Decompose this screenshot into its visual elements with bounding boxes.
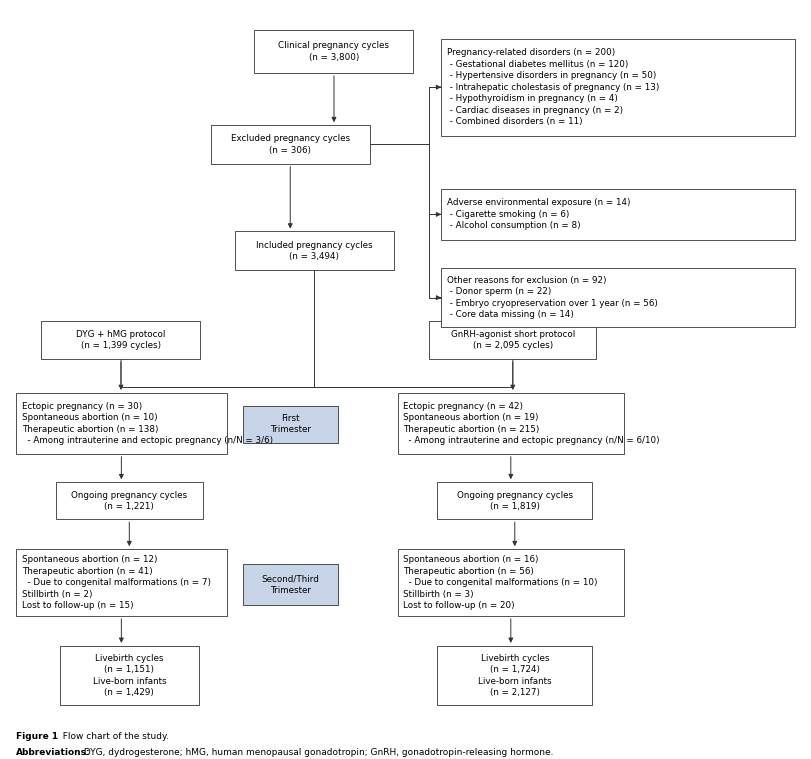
FancyBboxPatch shape [16,549,227,616]
Text: Second/Third
Trimester: Second/Third Trimester [261,575,320,594]
Text: Other reasons for exclusion (n = 92)
 - Donor sperm (n = 22)
 - Embryo cryoprese: Other reasons for exclusion (n = 92) - D… [447,276,658,320]
FancyBboxPatch shape [441,268,795,327]
Text: Figure 1: Figure 1 [16,732,58,741]
Text: Ectopic pregnancy (n = 30)
Spontaneous abortion (n = 10)
Therapeutic abortion (n: Ectopic pregnancy (n = 30) Spontaneous a… [22,402,272,445]
FancyBboxPatch shape [211,125,370,164]
Text: GnRH-agonist short protocol
(n = 2,095 cycles): GnRH-agonist short protocol (n = 2,095 c… [451,330,575,351]
Text: Clinical pregnancy cycles
(n = 3,800): Clinical pregnancy cycles (n = 3,800) [278,41,389,61]
Text: Ongoing pregnancy cycles
(n = 1,221): Ongoing pregnancy cycles (n = 1,221) [71,490,187,511]
Text: Adverse environmental exposure (n = 14)
 - Cigarette smoking (n = 6)
 - Alcohol : Adverse environmental exposure (n = 14) … [447,198,630,230]
Text: Pregnancy-related disorders (n = 200)
 - Gestational diabetes mellitus (n = 120): Pregnancy-related disorders (n = 200) - … [447,49,659,126]
FancyBboxPatch shape [397,549,624,616]
Text: DYG, dydrogesterone; hMG, human menopausal gonadotropin; GnRH, gonadotropin-rele: DYG, dydrogesterone; hMG, human menopaus… [81,748,554,757]
Text: First
Trimester: First Trimester [270,414,311,434]
Text: Ongoing pregnancy cycles
(n = 1,819): Ongoing pregnancy cycles (n = 1,819) [457,490,573,511]
FancyBboxPatch shape [242,405,338,442]
Text: Flow chart of the study.: Flow chart of the study. [58,732,169,741]
FancyBboxPatch shape [41,321,200,360]
Text: Spontaneous abortion (n = 16)
Therapeutic abortion (n = 56)
  - Due to congenita: Spontaneous abortion (n = 16) Therapeuti… [403,555,598,610]
FancyBboxPatch shape [234,231,393,270]
FancyBboxPatch shape [437,646,592,705]
Text: Abbreviations:: Abbreviations: [16,748,91,757]
Text: Livebirth cycles
(n = 1,151)
Live-born infants
(n = 1,429): Livebirth cycles (n = 1,151) Live-born i… [92,653,166,698]
Text: Livebirth cycles
(n = 1,724)
Live-born infants
(n = 2,127): Livebirth cycles (n = 1,724) Live-born i… [478,653,551,698]
Text: DYG + hMG protocol
(n = 1,399 cycles): DYG + hMG protocol (n = 1,399 cycles) [76,330,165,351]
FancyBboxPatch shape [437,482,592,519]
FancyBboxPatch shape [441,39,795,136]
FancyBboxPatch shape [242,564,338,605]
Text: Excluded pregnancy cycles
(n = 306): Excluded pregnancy cycles (n = 306) [230,134,350,155]
Text: Ectopic pregnancy (n = 42)
Spontaneous abortion (n = 19)
Therapeutic abortion (n: Ectopic pregnancy (n = 42) Spontaneous a… [403,402,659,445]
FancyBboxPatch shape [255,30,414,73]
Text: Spontaneous abortion (n = 12)
Therapeutic abortion (n = 41)
  - Due to congenita: Spontaneous abortion (n = 12) Therapeuti… [22,555,211,610]
FancyBboxPatch shape [397,393,624,454]
FancyBboxPatch shape [60,646,199,705]
FancyBboxPatch shape [16,393,227,454]
FancyBboxPatch shape [441,189,795,240]
Text: Included pregnancy cycles
(n = 3,494): Included pregnancy cycles (n = 3,494) [255,241,372,261]
FancyBboxPatch shape [56,482,203,519]
FancyBboxPatch shape [429,321,596,360]
